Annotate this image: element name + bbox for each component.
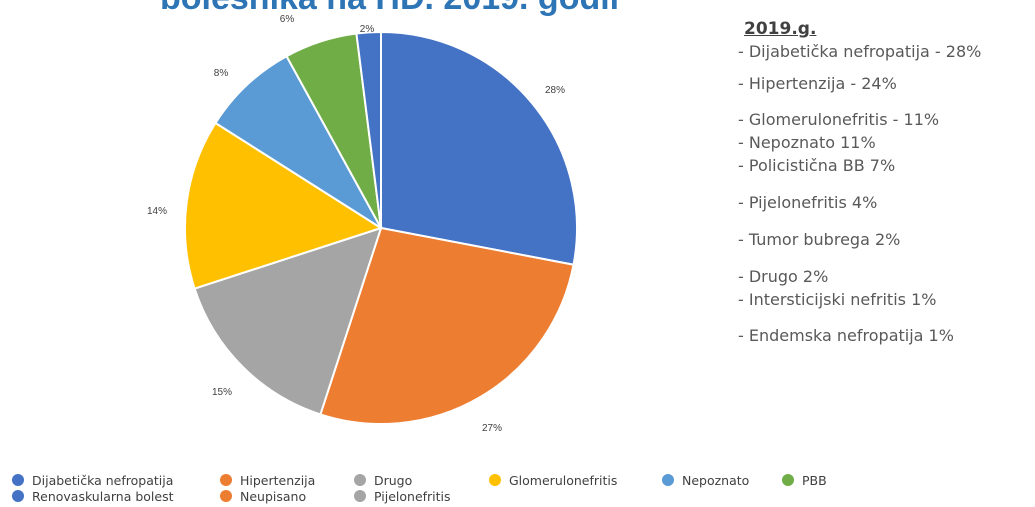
legend-item-hypertension: Hipertenzija bbox=[220, 472, 315, 488]
stats-item-endemic: - Endemska nefropatija 1% bbox=[738, 326, 954, 345]
slice-percent-label-6: 6% bbox=[280, 14, 295, 25]
legend-label: Dijabetička nefropatija bbox=[32, 472, 174, 488]
legend-label: Drugo bbox=[374, 472, 413, 488]
legend-item-renovascular: Renovaskularna bolest bbox=[12, 488, 174, 504]
legend-item-pbb: PBB bbox=[782, 472, 827, 488]
stats-item-polycystic: - Policistična BB 7% bbox=[738, 156, 896, 175]
legend-dot-icon bbox=[354, 474, 366, 486]
stats-heading: 2019.g. bbox=[744, 19, 817, 39]
stats-item-diabetic: - Dijabetička nefropatija - 28% bbox=[738, 42, 982, 61]
chart-legend: Dijabetička nefropatija Hipertenzija Dru… bbox=[12, 472, 1022, 506]
legend-label: PBB bbox=[802, 472, 827, 488]
pie-slice-3 bbox=[193, 226, 383, 416]
legend-item-other: Drugo bbox=[354, 472, 412, 488]
legend-label: Neupisano bbox=[240, 488, 307, 504]
legend-label: Pijelonefritis bbox=[374, 488, 451, 504]
stats-item-hypertension: - Hipertenzija - 24% bbox=[738, 74, 897, 93]
stats-item-interstitial: - Intersticijski nefritis 1% bbox=[738, 290, 937, 309]
pie-chart: 28% 27% 15% 14% 8% 6% 2% bbox=[147, 14, 578, 434]
legend-label: Nepoznato bbox=[682, 472, 750, 488]
legend-dot-icon bbox=[782, 474, 794, 486]
stats-item-glomerulonephritis: - Glomerulonefritis - 11% bbox=[738, 110, 940, 129]
pie-slice-7 bbox=[355, 30, 382, 229]
legend-item-pyelonephritis: Pijelonefritis bbox=[354, 488, 451, 504]
slice-percent-label-5: 8% bbox=[214, 68, 229, 79]
legend-item-unknown: Nepoznato bbox=[662, 472, 749, 488]
legend-dot-icon bbox=[489, 474, 501, 486]
stats-item-pyelonephritis: - Pijelonefritis 4% bbox=[738, 193, 878, 212]
legend-item-diabetic: Dijabetička nefropatija bbox=[12, 472, 173, 488]
legend-label: Glomerulonefritis bbox=[509, 472, 618, 488]
legend-dot-icon bbox=[220, 490, 232, 502]
legend-label: Hipertenzija bbox=[240, 472, 316, 488]
stats-item-other: - Drugo 2% bbox=[738, 267, 829, 286]
pie-slice-2 bbox=[319, 226, 575, 425]
stats-item-unknown: - Nepoznato 11% bbox=[738, 133, 876, 152]
slice-percent-label-7: 2% bbox=[360, 24, 375, 35]
slide-title: bolesnika na HD. 2019. godine bbox=[160, 0, 620, 18]
pie-slice-1 bbox=[380, 30, 578, 266]
legend-dot-icon bbox=[12, 474, 24, 486]
pie-slice-4 bbox=[184, 121, 384, 290]
slice-percent-label-4: 14% bbox=[147, 206, 167, 217]
slice-percent-label-3: 15% bbox=[212, 387, 232, 398]
stats-item-kidney-tumor: - Tumor bubrega 2% bbox=[738, 230, 901, 249]
legend-label: Renovaskularna bolest bbox=[32, 488, 174, 504]
legend-dot-icon bbox=[354, 490, 366, 502]
slice-percent-label-1: 28% bbox=[545, 85, 565, 96]
legend-dot-icon bbox=[220, 474, 232, 486]
stats-panel: 2019.g. - Dijabetička nefropatija - 28% … bbox=[738, 18, 1033, 346]
pie-slice-5 bbox=[214, 54, 382, 229]
stats-list: - Dijabetička nefropatija - 28% - Hipert… bbox=[738, 42, 1033, 346]
legend-item-unrecorded: Neupisano bbox=[220, 488, 306, 504]
slice-percent-label-2: 27% bbox=[482, 423, 502, 434]
legend-dot-icon bbox=[12, 490, 24, 502]
legend-item-glomerulonephritis: Glomerulonefritis bbox=[489, 472, 617, 488]
legend-dot-icon bbox=[662, 474, 674, 486]
